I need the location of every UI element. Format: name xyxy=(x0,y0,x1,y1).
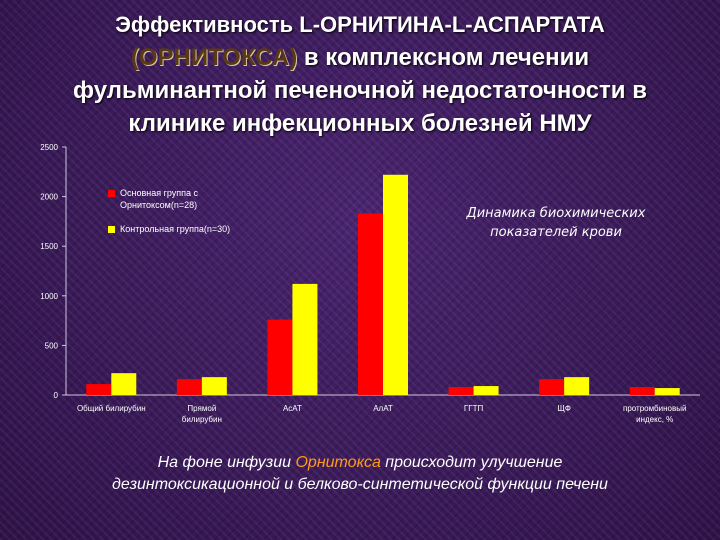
x-tick-label: ЩФ xyxy=(557,404,571,413)
bar-control-6 xyxy=(654,388,680,395)
slide-title: Эффективность L-ОРНИТИНА-L-АСПАРТАТА (ОР… xyxy=(0,8,720,140)
footer-highlight-ornitox: Орнитокса xyxy=(295,454,381,471)
title-line-3: фульминантной печеночной недостаточности… xyxy=(73,77,647,104)
title-line-4: клинике инфекционных болезней НМУ xyxy=(128,110,592,137)
title-highlight-ornitox: (ОРНИТОКСА) xyxy=(130,44,298,71)
title-line-1-b: L-ОРНИТИНА-L-АСПАРТАТА xyxy=(299,12,605,37)
footer-line-2: дезинтоксикационной и белково-синтетичес… xyxy=(112,476,608,493)
bar-main-5 xyxy=(539,379,565,395)
legend: Основная группа с Орнитоксом(n=28) Контрол… xyxy=(108,188,230,234)
conclusion-text: На фоне инфузии Орнитокса происходит улу… xyxy=(20,452,700,496)
x-tick-label: индекс, % xyxy=(636,415,673,424)
x-tick-label: ГГТП xyxy=(464,404,484,413)
bar-control-1 xyxy=(201,377,227,395)
x-tick-label: АлАТ xyxy=(373,404,393,413)
title-line-1: Эффективность L-ОРНИТИНА-L-АСПАРТАТА xyxy=(0,8,720,41)
bar-control-5 xyxy=(564,377,590,395)
bar-main-3 xyxy=(358,213,383,395)
x-tick-label: протромбиновый xyxy=(623,404,686,413)
bar-control-4 xyxy=(473,386,499,395)
legend-label-0: Основная группа с xyxy=(120,188,199,198)
bar-main-0 xyxy=(86,384,112,395)
legend-label-1: Контрольная группа(n=30) xyxy=(120,224,230,234)
chart-annotation: Динамика биохимических показателей крови xyxy=(450,204,662,242)
footer-line-1-a: На фоне инфузии xyxy=(157,454,296,471)
y-tick-label: 500 xyxy=(45,341,59,350)
x-tick-label: Общий билирубин xyxy=(77,404,146,413)
title-line-1-a: Эффективность xyxy=(115,12,300,37)
legend-swatch-1 xyxy=(108,226,115,233)
legend-swatch-0 xyxy=(108,190,115,197)
bars-group xyxy=(86,174,680,395)
annotation-line-1: Динамика биохимических xyxy=(466,206,646,221)
y-tick-label: 1000 xyxy=(40,292,58,301)
legend-label-0: Орнитоксом(n=28) xyxy=(120,200,197,210)
x-tick-label: билирубин xyxy=(182,415,222,424)
title-line-2: (ОРНИТОКСА) в комплексном лечении xyxy=(0,41,720,74)
bar-main-6 xyxy=(629,387,655,395)
y-tick-label: 1500 xyxy=(40,242,58,251)
x-tick-label: Прямой xyxy=(187,404,216,413)
bar-main-2 xyxy=(267,319,293,395)
bar-control-3 xyxy=(383,174,408,395)
y-tick-label: 2500 xyxy=(40,143,58,152)
x-tick-labels: Общий билирубин Прямой билирубин АсАТ АлАТ ГГ… xyxy=(77,404,686,424)
y-tick-label: 2000 xyxy=(40,193,58,202)
bar-main-1 xyxy=(176,379,202,395)
title-line-2-rest: в комплексном лечении xyxy=(297,44,590,71)
bar-control-0 xyxy=(111,373,137,395)
footer-line-1-b: происходит улучшение xyxy=(380,454,563,471)
annotation-line-2: показателей крови xyxy=(490,225,622,240)
bar-control-2 xyxy=(292,283,318,395)
footer-line-1: На фоне инфузии Орнитокса происходит улу… xyxy=(20,452,700,474)
bar-main-4 xyxy=(448,387,474,395)
y-tick-label: 0 xyxy=(54,391,59,400)
x-tick-label: АсАТ xyxy=(283,404,302,413)
